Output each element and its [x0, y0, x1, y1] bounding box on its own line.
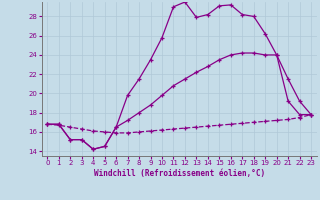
X-axis label: Windchill (Refroidissement éolien,°C): Windchill (Refroidissement éolien,°C) [94, 169, 265, 178]
